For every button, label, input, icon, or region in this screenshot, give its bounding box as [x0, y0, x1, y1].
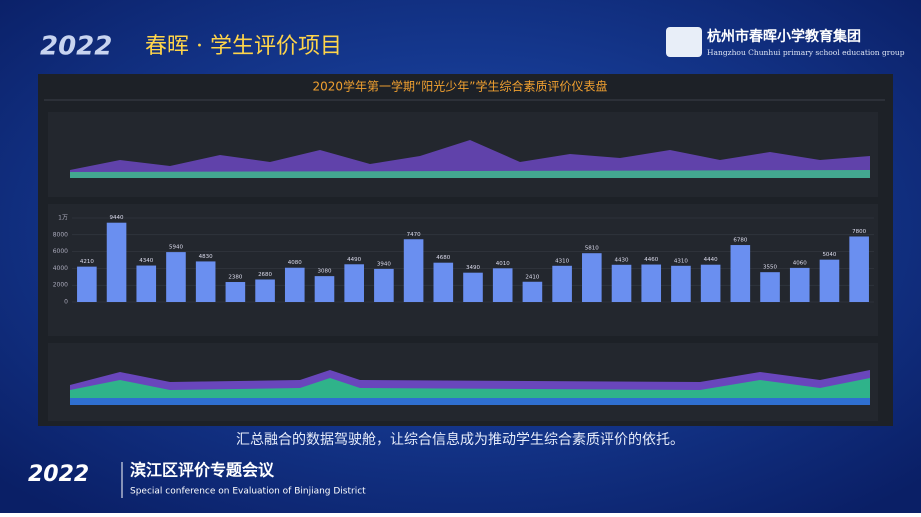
- header-title: 春晖 · 学生评价项目: [145, 34, 342, 59]
- value-label: 4340: [139, 258, 153, 264]
- bar: [403, 239, 424, 302]
- value-label: 7800: [852, 229, 866, 235]
- value-label: 4460: [644, 257, 658, 263]
- bar: [552, 265, 572, 302]
- y-tick-label: 2000: [53, 282, 68, 289]
- value-label: 4440: [704, 257, 718, 263]
- header-year: 2022: [40, 32, 112, 62]
- bar: [106, 222, 127, 302]
- value-label: 9440: [110, 215, 124, 221]
- value-label: 6780: [733, 238, 747, 244]
- bar: [849, 236, 869, 302]
- bar: [522, 281, 543, 302]
- value-label: 4310: [555, 258, 569, 264]
- value-label: 4680: [436, 255, 450, 261]
- bar: [582, 253, 602, 302]
- value-label: 4490: [347, 257, 361, 263]
- bar: [314, 276, 335, 302]
- area-decor: [70, 140, 870, 178]
- value-label: 4080: [288, 260, 302, 266]
- footer-year: 2022: [28, 462, 89, 487]
- bar-chart: 0 2000 4000 6000 8000 1万 4210 9440 4340 5940 4830 2…: [53, 215, 874, 306]
- value-label: 3080: [317, 269, 331, 275]
- value-label: 4210: [80, 259, 94, 265]
- value-label: 4010: [496, 261, 510, 267]
- bar: [789, 267, 810, 302]
- y-tick-label: 0: [64, 299, 68, 306]
- score-panel: [48, 112, 878, 197]
- bar: [255, 279, 275, 302]
- value-label: 4430: [615, 257, 629, 263]
- value-label: 2380: [228, 275, 242, 281]
- value-label: 2680: [258, 272, 272, 278]
- bar: [819, 259, 840, 302]
- bar: [492, 268, 513, 302]
- value-label: 4830: [199, 254, 213, 260]
- bar: [611, 264, 632, 302]
- value-label: 7470: [407, 232, 421, 238]
- org-name-en: Hangzhou Chunhui primary school educatio…: [707, 48, 905, 57]
- caption: 汇总融合的数据驾驶舱，让综合信息成为推动学生综合素质评价的依托。: [236, 431, 684, 448]
- bar: [433, 262, 454, 302]
- area-decor: [70, 398, 870, 405]
- value-label: 5040: [822, 252, 836, 258]
- value-label: 3550: [763, 265, 777, 271]
- bar: [671, 265, 691, 302]
- value-label: 3490: [466, 265, 480, 271]
- y-tick-label: 1万: [58, 215, 68, 222]
- bar: [225, 282, 246, 302]
- bar: [700, 264, 721, 302]
- bar: [344, 264, 364, 302]
- value-label: 5940: [169, 245, 183, 251]
- org-logo: [666, 27, 702, 57]
- org-name: 杭州市春晖小学教育集团: [707, 28, 861, 45]
- value-label: 3940: [377, 261, 391, 267]
- trend-panel: [48, 343, 878, 421]
- bar: [136, 265, 157, 302]
- dashboard-title: 2020学年第一学期“阳光少年”学生综合素质评价仪表盘: [313, 79, 608, 94]
- y-tick-label: 8000: [53, 231, 68, 238]
- bar: [641, 264, 662, 302]
- bar: [730, 245, 751, 302]
- y-tick-label: 6000: [53, 248, 68, 255]
- value-label: 4060: [793, 260, 807, 266]
- value-label: 2410: [525, 274, 539, 280]
- y-tick-label: 4000: [53, 265, 68, 272]
- bar: [463, 272, 483, 302]
- bar: [166, 252, 186, 302]
- value-label: 5810: [585, 246, 599, 252]
- bar: [195, 261, 216, 302]
- bar: [284, 267, 305, 302]
- footer-subtitle: Special conference on Evaluation of Binj…: [130, 487, 366, 497]
- footer-title: 滨江区评价专题会议: [130, 461, 275, 480]
- area-decor: [70, 170, 870, 178]
- value-label: 4310: [674, 258, 688, 264]
- bar: [374, 268, 394, 302]
- bar: [77, 266, 97, 302]
- bar: [760, 272, 780, 302]
